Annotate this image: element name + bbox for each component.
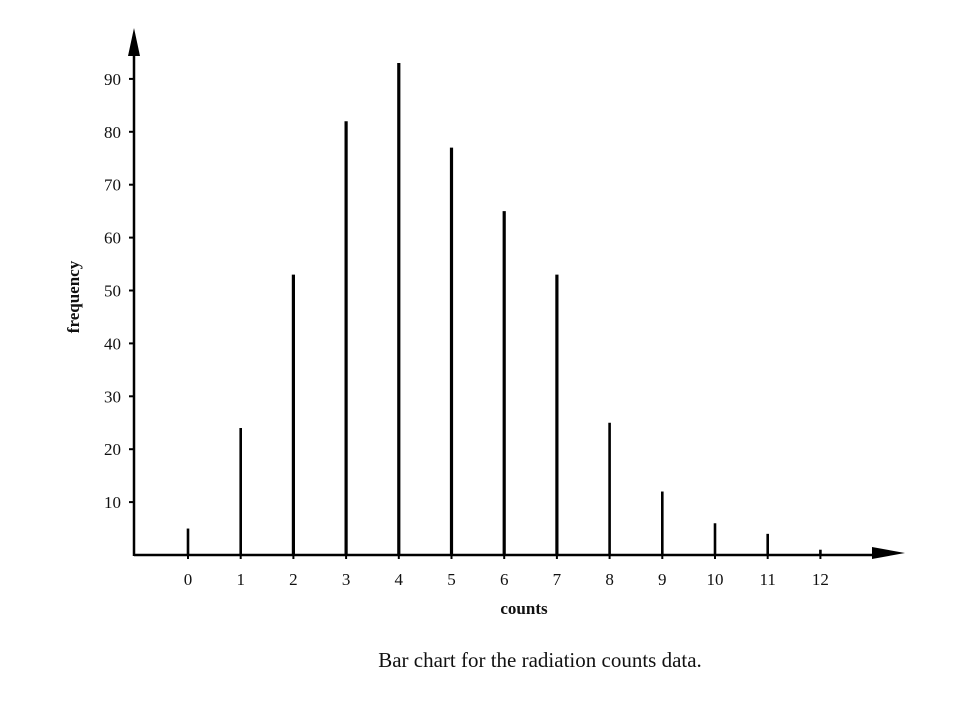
- x-tick-label: 6: [500, 570, 509, 589]
- bars-group: [186, 63, 822, 555]
- y-axis-arrow: [128, 28, 140, 56]
- y-tick-label: 60: [104, 229, 121, 248]
- x-tick-label: 3: [342, 570, 351, 589]
- y-tick-label: 10: [104, 493, 121, 512]
- x-tick-label: 4: [395, 570, 404, 589]
- x-tick-label: 11: [760, 570, 776, 589]
- figure-caption: Bar chart for the radiation counts data.: [378, 648, 702, 672]
- y-ticks-group: 10 20 30 40 50 60 70 80 90: [104, 70, 134, 512]
- x-tick-label: 1: [236, 570, 245, 589]
- x-tick-label: 9: [658, 570, 667, 589]
- y-tick-label: 80: [104, 123, 121, 142]
- x-tick-label: 0: [184, 570, 193, 589]
- x-tick-label: 7: [553, 570, 562, 589]
- x-axis-title: counts: [500, 599, 548, 618]
- y-tick-label: 30: [104, 387, 121, 406]
- x-tick-label: 12: [812, 570, 829, 589]
- y-tick-label: 70: [104, 176, 121, 195]
- y-tick-label: 50: [104, 282, 121, 301]
- y-tick-label: 20: [104, 440, 121, 459]
- x-ticks-group: 0 1 2 3 4 5 6 7 8 9 10 11 12: [184, 555, 829, 589]
- x-tick-label: 8: [605, 570, 614, 589]
- x-tick-label: 5: [447, 570, 456, 589]
- x-tick-label: 2: [289, 570, 298, 589]
- y-tick-label: 40: [104, 334, 121, 353]
- y-axis-title: frequency: [64, 260, 83, 333]
- y-tick-label: 90: [104, 70, 121, 89]
- x-axis-arrow: [872, 547, 905, 559]
- x-tick-label: 10: [707, 570, 724, 589]
